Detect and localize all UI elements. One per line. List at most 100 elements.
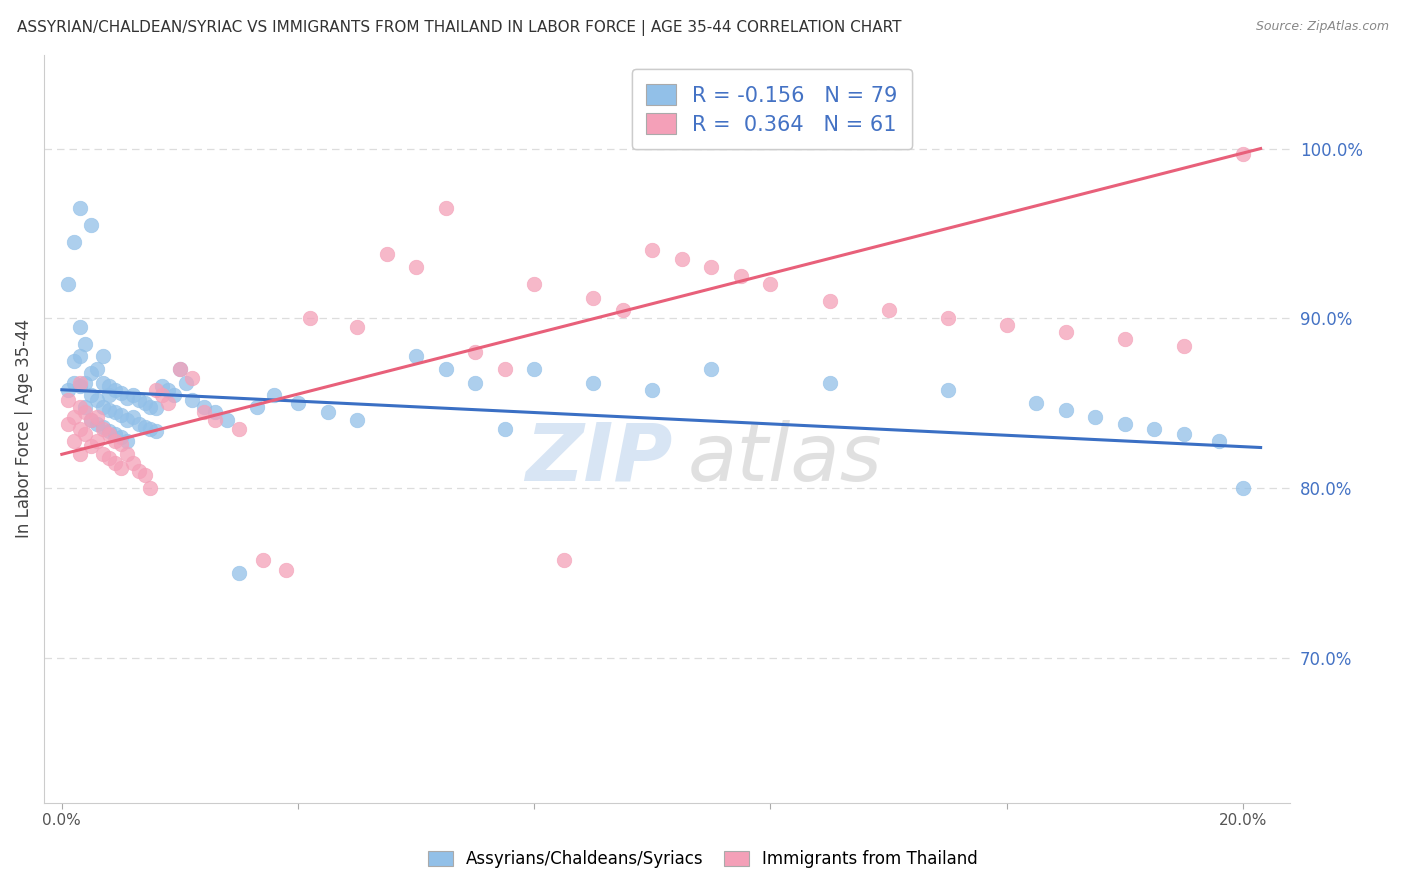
Text: atlas: atlas [688, 420, 883, 498]
Point [56, 417, 79, 431]
Point [263, 388, 285, 402]
Point [104, 383, 127, 397]
Point [98, 403, 121, 417]
Point [375, 247, 398, 261]
Point [69, 447, 91, 461]
Point [405, 260, 427, 275]
Point [276, 563, 298, 577]
Text: ASSYRIAN/CHALDEAN/SYRIAC VS IMMIGRANTS FROM THAILAND IN LABOR FORCE | AGE 35-44 : ASSYRIAN/CHALDEAN/SYRIAC VS IMMIGRANTS F… [17, 20, 901, 36]
Point [193, 405, 215, 419]
Point [91, 349, 114, 363]
Point [818, 294, 841, 309]
Point [62, 235, 84, 249]
Point [104, 434, 127, 448]
Point [86, 392, 108, 407]
Point [115, 391, 138, 405]
Point [69, 400, 91, 414]
Point [98, 450, 121, 465]
Point [56, 392, 79, 407]
Point [1054, 403, 1077, 417]
Point [104, 456, 127, 470]
Point [157, 396, 180, 410]
Point [204, 405, 226, 419]
Point [86, 409, 108, 424]
Point [75, 337, 97, 351]
Point [110, 437, 132, 451]
Point [62, 434, 84, 448]
Point [157, 383, 180, 397]
Point [134, 420, 156, 434]
Point [145, 401, 167, 416]
Legend: Assyrians/Chaldeans/Syriacs, Immigrants from Thailand: Assyrians/Chaldeans/Syriacs, Immigrants … [419, 842, 987, 877]
Point [1114, 332, 1136, 346]
Point [217, 413, 239, 427]
Point [523, 362, 546, 376]
Point [494, 422, 516, 436]
Point [86, 417, 108, 431]
Point [91, 376, 114, 390]
Point [139, 422, 162, 436]
Point [180, 392, 202, 407]
Point [80, 366, 103, 380]
Point [730, 268, 752, 283]
Point [464, 376, 486, 390]
Point [252, 552, 274, 566]
Point [75, 405, 97, 419]
Point [98, 388, 121, 402]
Point [80, 218, 103, 232]
Point [180, 371, 202, 385]
Point [287, 396, 309, 410]
Point [110, 386, 132, 401]
Point [69, 422, 91, 436]
Point [91, 422, 114, 436]
Point [91, 447, 114, 461]
Point [98, 379, 121, 393]
Point [1208, 434, 1230, 448]
Point [121, 388, 143, 402]
Point [56, 277, 79, 292]
Point [700, 362, 723, 376]
Point [56, 383, 79, 397]
Point [434, 362, 457, 376]
Point [145, 383, 167, 397]
Point [641, 383, 664, 397]
Point [193, 400, 215, 414]
Point [134, 396, 156, 410]
Point [104, 405, 127, 419]
Point [80, 388, 103, 402]
Point [69, 376, 91, 390]
Point [877, 302, 900, 317]
Point [553, 552, 575, 566]
Point [1143, 422, 1166, 436]
Point [204, 413, 226, 427]
Point [98, 426, 121, 441]
Point [115, 447, 138, 461]
Point [115, 413, 138, 427]
Point [1232, 146, 1254, 161]
Point [298, 311, 321, 326]
Legend: R = -0.156   N = 79, R =  0.364   N = 61: R = -0.156 N = 79, R = 0.364 N = 61 [631, 70, 912, 149]
Point [1025, 396, 1047, 410]
Point [69, 379, 91, 393]
Point [671, 252, 693, 266]
Point [121, 409, 143, 424]
Point [316, 405, 339, 419]
Point [80, 413, 103, 427]
Point [228, 566, 250, 581]
Point [346, 413, 368, 427]
Point [582, 376, 605, 390]
Point [86, 434, 108, 448]
Point [494, 362, 516, 376]
Point [115, 434, 138, 448]
Point [818, 376, 841, 390]
Point [700, 260, 723, 275]
Point [145, 424, 167, 438]
Point [246, 400, 269, 414]
Point [134, 467, 156, 482]
Point [612, 302, 634, 317]
Point [150, 379, 173, 393]
Text: Source: ZipAtlas.com: Source: ZipAtlas.com [1256, 20, 1389, 33]
Point [523, 277, 546, 292]
Text: ZIP: ZIP [524, 420, 672, 498]
Point [75, 376, 97, 390]
